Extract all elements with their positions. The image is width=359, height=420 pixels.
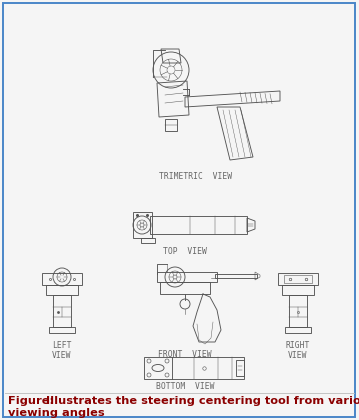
Text: TRIMETRIC  VIEW: TRIMETRIC VIEW <box>159 172 233 181</box>
Text: LEFT
VIEW: LEFT VIEW <box>52 341 72 360</box>
Text: Illustrates the steering centering tool from various viewing angles: Illustrates the steering centering tool … <box>42 396 359 406</box>
Text: FRONT  VIEW: FRONT VIEW <box>158 350 212 359</box>
Text: Figure:: Figure: <box>8 396 54 406</box>
Text: RIGHT
VIEW: RIGHT VIEW <box>286 341 310 360</box>
Text: TOP  VIEW: TOP VIEW <box>163 247 207 256</box>
FancyBboxPatch shape <box>3 3 355 417</box>
Text: viewing angles: viewing angles <box>8 408 104 418</box>
Text: BOTTOM  VIEW: BOTTOM VIEW <box>156 382 214 391</box>
